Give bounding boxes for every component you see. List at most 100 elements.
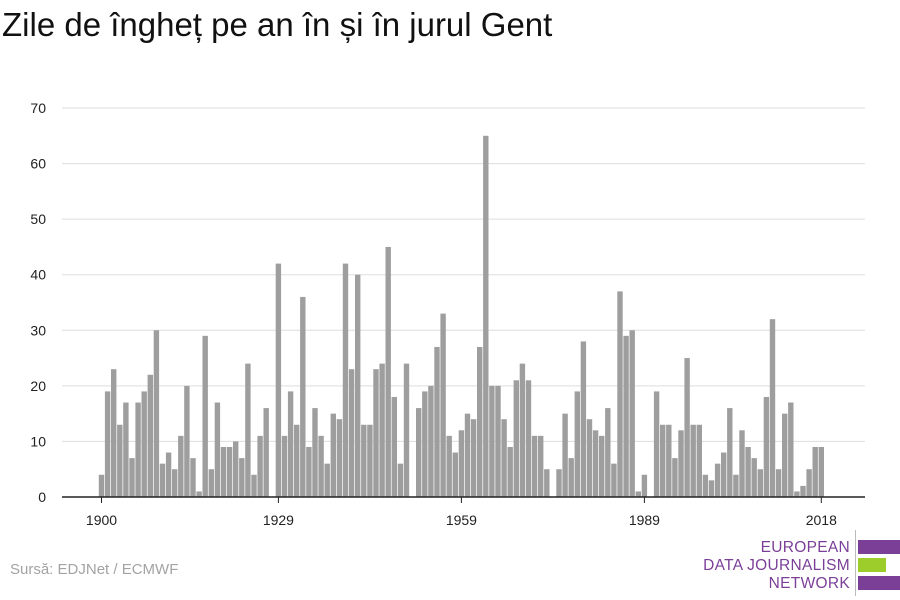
y-tick-label: 0: [38, 489, 46, 505]
bar-1992: [660, 424, 666, 497]
bar-1937: [324, 463, 330, 497]
bar-2004: [733, 474, 739, 497]
bar-1917: [202, 335, 208, 497]
bar-1905: [129, 458, 135, 497]
bar-1936: [318, 435, 324, 497]
bar-2000: [708, 480, 715, 497]
bar-1922: [233, 441, 239, 497]
y-tick-label: 30: [30, 322, 46, 338]
bar-1930: [281, 435, 288, 497]
bar-1979: [580, 341, 587, 497]
bar-1941: [348, 369, 355, 497]
logo-bar-purple-top: [858, 540, 900, 554]
bar-2010: [769, 319, 776, 497]
bar-2014: [794, 491, 800, 497]
bar-1975: [556, 469, 562, 497]
bar-1912: [172, 469, 178, 497]
bar-1916: [196, 491, 202, 497]
bar-1985: [617, 291, 623, 497]
bar-1921: [226, 446, 233, 497]
chart-title: Zile de îngheț pe an în și în jurul Gent: [2, 6, 553, 43]
bar-1968: [513, 380, 519, 497]
bar-1910: [159, 463, 166, 497]
bar-1931: [287, 391, 294, 497]
bar-1995: [678, 430, 684, 497]
bar-1997: [690, 424, 696, 497]
bar-1908: [147, 374, 153, 497]
bar-1958: [452, 452, 458, 497]
bar-1940: [342, 263, 349, 497]
x-tick-label: 1900: [86, 512, 117, 528]
y-tick-label: 60: [30, 156, 46, 172]
bar-1924: [245, 363, 251, 497]
bar-2007: [751, 458, 757, 497]
bar-1996: [684, 358, 690, 497]
bar-1918: [208, 469, 214, 497]
logo-line-european: EUROPEAN: [760, 539, 850, 556]
bar-2001: [714, 463, 721, 497]
bar-1904: [123, 402, 129, 497]
logo-bar-purple-bottom: [858, 576, 900, 590]
bar-1932: [294, 424, 300, 497]
bar-1998: [696, 424, 702, 497]
y-tick-label: 20: [30, 378, 46, 394]
x-tick-label: 1929: [263, 512, 294, 528]
bar-1915: [190, 458, 196, 497]
bar-1989: [641, 474, 648, 497]
y-tick-label: 70: [30, 100, 46, 116]
bar-2002: [721, 452, 727, 497]
bar-1926: [257, 435, 263, 497]
y-tick-label: 40: [30, 267, 46, 283]
bar-1944: [367, 424, 373, 497]
bar-1956: [440, 313, 446, 497]
bar-2003: [727, 408, 733, 497]
bar-1902: [111, 369, 117, 497]
bar-1903: [117, 424, 123, 497]
bar-1953: [422, 391, 428, 497]
bar-1954: [428, 385, 434, 497]
bar-1991: [653, 391, 660, 497]
x-tick-label: 2018: [806, 512, 837, 528]
bar-1914: [184, 385, 190, 497]
bar-1981: [592, 430, 599, 497]
bar-1959: [458, 430, 465, 497]
bar-1976: [562, 413, 568, 497]
bar-2017: [812, 446, 818, 497]
bar-1988: [635, 491, 641, 497]
logo-bar-green: [858, 558, 886, 572]
bar-1923: [239, 458, 245, 497]
bar-1971: [531, 435, 538, 497]
bar-1947: [385, 246, 391, 497]
bar-2013: [788, 402, 794, 497]
bar-1993: [666, 424, 672, 497]
bar-1962: [477, 346, 483, 497]
logo-divider: [855, 530, 856, 596]
bar-1925: [251, 474, 257, 497]
bar-1955: [434, 346, 440, 497]
axes: 0 10 20 30 40 50 60 70 1900 1929 1959 1989 2018: [30, 100, 865, 528]
bar-1966: [501, 419, 507, 497]
bar-2006: [745, 446, 751, 497]
x-tick-label: 1959: [446, 512, 477, 528]
gridlines: [62, 107, 865, 442]
bar-1980: [586, 419, 593, 497]
x-tick-label: 1989: [629, 512, 660, 528]
bar-1934: [306, 446, 312, 497]
bar-2011: [775, 469, 782, 497]
bar-1970: [525, 380, 532, 497]
bar-1920: [220, 446, 227, 497]
bar-1982: [599, 435, 605, 497]
bar-1983: [605, 408, 611, 497]
bar-1938: [330, 413, 336, 497]
edjnet-logo[interactable]: EUROPEAN DATA JOURNALISM NETWORK: [700, 530, 900, 597]
bar-2018: [818, 446, 824, 497]
bar-2009: [763, 396, 770, 497]
bar-1919: [214, 402, 221, 497]
bar-1933: [300, 296, 306, 497]
bar-2012: [782, 413, 788, 497]
bar-1929: [275, 263, 282, 497]
bar-1967: [507, 446, 513, 497]
bar-1911: [165, 452, 172, 497]
bar-1907: [141, 391, 147, 497]
